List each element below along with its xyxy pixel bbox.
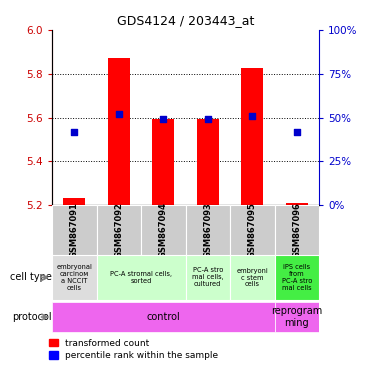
Bar xyxy=(241,68,263,205)
Text: GSM867091: GSM867091 xyxy=(70,202,79,258)
Bar xyxy=(52,205,96,255)
Text: GSM867092: GSM867092 xyxy=(114,202,123,258)
Bar xyxy=(152,119,174,205)
Legend: transformed count, percentile rank within the sample: transformed count, percentile rank withi… xyxy=(49,339,219,360)
Point xyxy=(116,111,122,117)
Text: GSM867095: GSM867095 xyxy=(248,202,257,258)
Text: PC-A stro
mal cells,
cultured: PC-A stro mal cells, cultured xyxy=(192,268,224,288)
Bar xyxy=(275,255,319,300)
Text: protocol: protocol xyxy=(12,312,52,322)
Point xyxy=(249,113,255,119)
Point xyxy=(160,116,166,122)
Bar xyxy=(52,302,275,332)
Text: GSM867093: GSM867093 xyxy=(203,202,212,258)
Text: embryonal
carcinoм
a NCCIT
cells: embryonal carcinoм a NCCIT cells xyxy=(56,264,92,291)
Bar xyxy=(96,255,186,300)
Bar xyxy=(186,255,230,300)
Text: embryoni
c stem
cells: embryoni c stem cells xyxy=(236,268,268,288)
Text: iPS cells
from
PC-A stro
mal cells: iPS cells from PC-A stro mal cells xyxy=(282,264,312,291)
Bar xyxy=(197,119,219,205)
Bar xyxy=(230,205,275,255)
Bar xyxy=(275,302,319,332)
Bar xyxy=(275,205,319,255)
Bar xyxy=(141,205,186,255)
Bar xyxy=(186,205,230,255)
Text: control: control xyxy=(147,312,180,322)
Title: GDS4124 / 203443_at: GDS4124 / 203443_at xyxy=(117,15,254,27)
Text: GSM867094: GSM867094 xyxy=(159,202,168,258)
Text: cell type: cell type xyxy=(10,273,52,283)
Point xyxy=(71,128,77,134)
Bar xyxy=(52,255,96,300)
Text: GSM867096: GSM867096 xyxy=(292,202,301,258)
Bar xyxy=(108,58,130,205)
Bar xyxy=(286,203,308,205)
Point xyxy=(205,116,211,122)
Text: reprogram
ming: reprogram ming xyxy=(271,306,322,328)
Bar xyxy=(96,205,141,255)
Bar xyxy=(63,199,85,205)
Text: PC-A stromal cells,
sorted: PC-A stromal cells, sorted xyxy=(110,271,172,284)
Bar xyxy=(230,255,275,300)
Point xyxy=(294,128,300,134)
